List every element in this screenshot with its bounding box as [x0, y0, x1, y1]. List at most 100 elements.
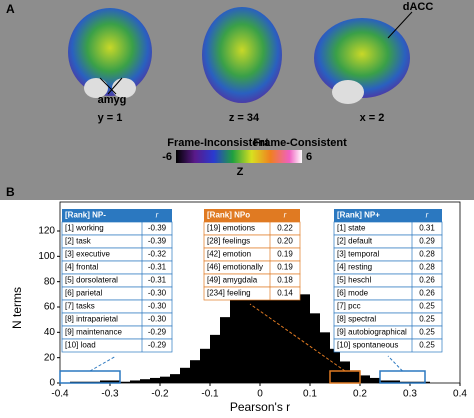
connector	[249, 303, 346, 372]
bar	[270, 256, 280, 383]
table-cell: 0.18	[277, 276, 293, 285]
bar	[340, 361, 350, 383]
y-tick-label: 80	[44, 276, 56, 287]
bar	[120, 381, 130, 383]
bar	[170, 374, 180, 383]
colorbar-max: 6	[306, 151, 312, 163]
annotation: amyg	[98, 94, 127, 106]
table-cell: 0.25	[419, 328, 435, 337]
table-cell: [1] state	[337, 224, 366, 233]
bar	[130, 380, 140, 383]
brain-images	[68, 7, 413, 104]
table-cell: -0.29	[148, 341, 167, 350]
table-header	[62, 209, 172, 222]
y-axis-label: N terms	[10, 287, 24, 329]
bar	[290, 275, 300, 383]
table-cell: 0.20	[277, 237, 293, 246]
table-cell: 0.26	[419, 276, 435, 285]
table-cell: [7] pcc	[337, 302, 361, 311]
x-tick-label: 0.3	[403, 389, 417, 400]
x-tick-label: -0.3	[101, 389, 119, 400]
colorbar-left-label: Frame-Inconsistent	[167, 137, 269, 149]
x-axis-label: Pearson's r	[230, 400, 290, 414]
y-tick-label: 100	[38, 251, 55, 262]
table-cell: [19] emotions	[207, 224, 255, 233]
panel-label: A	[6, 2, 15, 16]
bar	[250, 266, 260, 383]
table-cell: -0.30	[148, 315, 167, 324]
table-cell: [10] load	[65, 341, 96, 350]
table-cell: [46] emotionally	[207, 263, 263, 272]
table-header	[334, 209, 442, 222]
table-cell: 0.28	[419, 250, 435, 259]
table-cell: [5] heschl	[337, 276, 371, 285]
table-cell: [9] maintenance	[65, 328, 122, 337]
table-cell: [5] dorsolateral	[65, 276, 118, 285]
bar	[360, 375, 370, 383]
table-cell: -0.29	[148, 328, 167, 337]
table-cell: [2] task	[65, 237, 92, 246]
x-tick-label: 0	[257, 389, 263, 400]
bar	[210, 334, 220, 383]
table-row	[61, 338, 173, 353]
table-cell: -0.31	[148, 263, 167, 272]
slice-label: y = 1	[98, 112, 123, 124]
colorbar-label: Z	[237, 166, 244, 178]
table-cell: [6] mode	[337, 289, 369, 298]
table-cell: [3] temporal	[337, 250, 379, 259]
table-cell: [6] parietal	[65, 289, 103, 298]
table-cell: 0.26	[419, 289, 435, 298]
bar	[310, 313, 320, 383]
bar	[260, 257, 270, 383]
bar	[190, 360, 200, 383]
bar	[180, 367, 190, 383]
bar	[230, 299, 240, 383]
bar	[100, 380, 110, 383]
y-tick-label: 60	[44, 302, 56, 313]
bar	[350, 370, 360, 383]
bar	[390, 380, 400, 383]
table-cell: [7] tasks	[65, 302, 95, 311]
y-tick-label: 20	[44, 352, 56, 363]
table-row	[203, 286, 301, 301]
table-cell: [10] spontaneous	[337, 341, 398, 350]
table-cell: 0.14	[277, 289, 293, 298]
table-cell: -0.39	[148, 224, 167, 233]
table-cell: [4] resting	[337, 263, 372, 272]
table-header-cell: r	[284, 211, 287, 220]
x-tick-label: 0.1	[303, 389, 317, 400]
bar	[220, 317, 230, 383]
bar	[200, 348, 210, 383]
y-tick-label: 0	[49, 378, 55, 389]
bar	[380, 380, 390, 383]
bar	[300, 294, 310, 383]
table-cell: -0.39	[148, 237, 167, 246]
table-cell: [1] working	[65, 224, 104, 233]
bar	[110, 380, 120, 383]
table-cell: -0.31	[148, 276, 167, 285]
x-tick-label: -0.2	[151, 389, 169, 400]
table-header	[204, 209, 300, 222]
x-tick-label: 0.2	[353, 389, 367, 400]
table-cell: -0.30	[148, 302, 167, 311]
colorbar-right-label: Frame-Consistent	[253, 137, 347, 149]
table-cell: -0.32	[148, 250, 167, 259]
table-cell: [3] executive	[65, 250, 110, 259]
slice-label: z = 34	[229, 112, 260, 124]
table-cell: 0.19	[277, 263, 293, 272]
table-cell: [2] default	[337, 237, 373, 246]
table-header-cell: r	[156, 211, 159, 220]
bar	[160, 376, 170, 383]
table-cell: [42] emotion	[207, 250, 251, 259]
slice-label: x = 2	[360, 112, 385, 124]
connector	[89, 355, 117, 372]
y-tick-label: 40	[44, 327, 56, 338]
panel-label: B	[6, 185, 15, 199]
table-cell: 0.29	[419, 237, 435, 246]
x-tick-label: -0.4	[51, 389, 69, 400]
table-cell: [8] intraparietal	[65, 315, 118, 324]
x-tick-label: -0.1	[201, 389, 219, 400]
table-header-cell: r	[426, 211, 429, 220]
y-tick-label: 120	[38, 226, 55, 237]
